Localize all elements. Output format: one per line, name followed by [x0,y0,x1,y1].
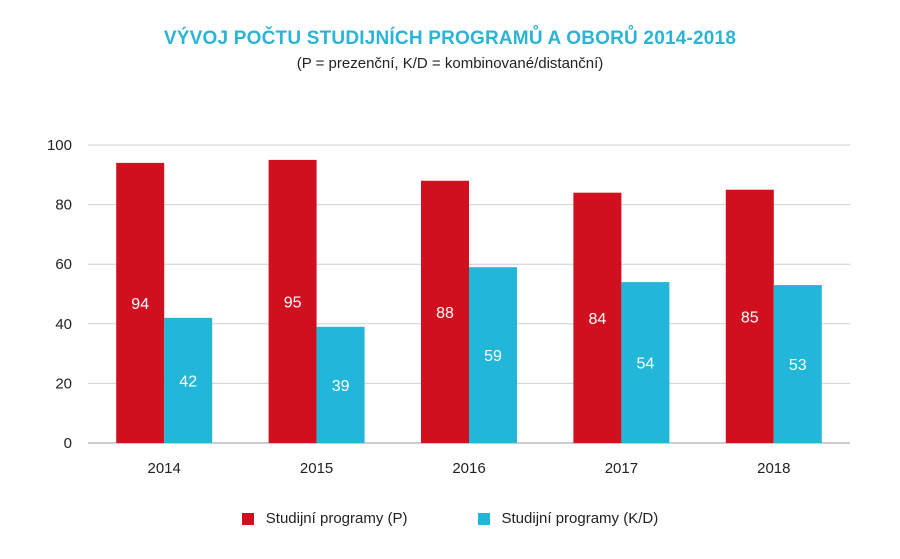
y-tick-label: 60 [55,256,72,273]
data-label: 85 [741,309,759,326]
bar [469,267,517,443]
bar [164,317,213,443]
y-tick-label: 0 [64,435,72,452]
bar [116,162,165,443]
bar [621,282,670,443]
bar [421,180,469,443]
y-tick-label: 100 [47,137,72,154]
y-tick-label: 80 [55,197,72,214]
data-label: 54 [637,356,655,373]
legend-label-kd: Studijní programy (K/D) [501,510,659,527]
x-tick-label: 2017 [605,460,638,477]
legend-label-p: Studijní programy (P) [265,510,408,527]
bar [725,189,774,443]
bar [268,159,317,443]
bar [316,326,365,443]
data-label: 53 [789,357,807,374]
chart-title: VÝVOJ POČTU STUDIJNÍCH PROGRAMŮ A OBORŮ … [163,28,737,49]
x-tick-label: 2014 [148,460,181,477]
bar [773,285,822,443]
data-label: 42 [179,373,197,390]
chart-subtitle: (P = prezenční, K/D = kombinované/distan… [296,55,604,72]
data-label: 84 [589,311,607,328]
data-label: 94 [131,296,149,313]
bar-chart: 0 20 40 60 80 100 94 42 2014 95 39 2015 88 59 2016 84 54… [47,137,850,477]
x-tick-label: 2016 [452,460,485,477]
legend-item-p: Studijní programy (P) [241,510,408,527]
data-label: 59 [484,348,502,365]
x-tick-label: 2015 [300,460,333,477]
legend-swatch-kd [477,512,490,525]
legend-item-kd: Studijní programy (K/D) [477,510,659,527]
bar [573,192,622,443]
y-tick-label: 40 [55,316,72,333]
data-label: 88 [436,305,454,322]
legend-swatch-p [241,512,254,525]
x-tick-label: 2018 [757,460,790,477]
chart-legend: Studijní programy (P) Studijní programy … [0,510,900,527]
y-tick-label: 20 [55,375,72,392]
data-label: 95 [284,294,302,311]
data-label: 39 [332,378,350,395]
